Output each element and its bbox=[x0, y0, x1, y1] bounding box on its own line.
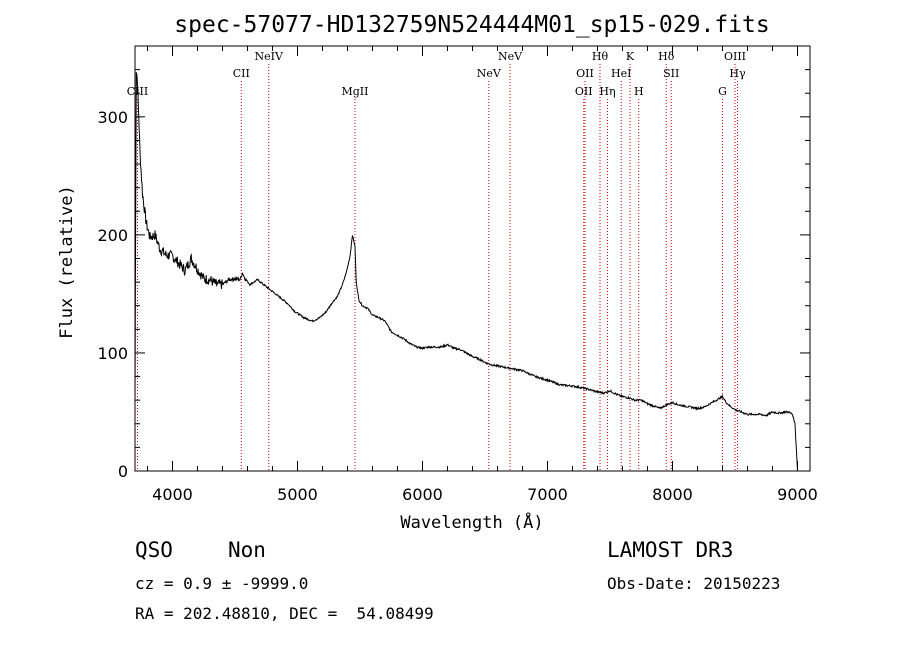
emission-line-label: K bbox=[626, 50, 635, 63]
emission-line-label: H bbox=[634, 85, 644, 98]
x-tick-label: 4000 bbox=[152, 485, 193, 504]
coordinates-readout: RA = 202.48810, DEC = 54.08499 bbox=[135, 604, 434, 623]
emission-line-label: OIII bbox=[724, 50, 746, 63]
emission-line-label: Hθ bbox=[592, 50, 609, 63]
emission-line-label: OII bbox=[576, 67, 594, 80]
emission-line-markers bbox=[137, 64, 738, 471]
emission-line-label: MgII bbox=[342, 85, 369, 98]
emission-line-label: Hδ bbox=[658, 50, 675, 63]
emission-line-labels: CIIICIINeIVMgIINeVNeVOIIOIIHθHηHeIKHHδSI… bbox=[127, 50, 746, 98]
x-tick-label: 8000 bbox=[652, 485, 693, 504]
x-axis-label: Wavelength (Å) bbox=[400, 511, 543, 533]
y-tick-label: 300 bbox=[97, 108, 128, 127]
emission-line-label: NeV bbox=[498, 50, 523, 63]
x-tick-label: 7000 bbox=[527, 485, 568, 504]
observation-date: Obs-Date: 20150223 bbox=[607, 574, 781, 593]
survey-name: LAMOST DR3 bbox=[607, 538, 734, 562]
emission-line-label: OII bbox=[575, 85, 593, 98]
emission-line-label: Hγ bbox=[729, 67, 746, 80]
emission-line-label: NeIV bbox=[255, 50, 284, 63]
chart-title: spec-57077-HD132759N524444M01_sp15-029.f… bbox=[174, 12, 769, 38]
object-subclass: Non bbox=[228, 538, 266, 562]
object-class: QSO bbox=[135, 538, 173, 562]
y-tick-label: 100 bbox=[97, 344, 128, 363]
y-axis-ticks: 0 100 200 300 bbox=[97, 69, 810, 481]
emission-line-label: CII bbox=[233, 67, 250, 80]
emission-line-label: Hη bbox=[599, 85, 615, 98]
spectrum-line bbox=[134, 72, 798, 472]
emission-line-label: HeI bbox=[611, 67, 631, 80]
emission-line-label: SII bbox=[663, 67, 679, 80]
y-axis-label: Flux (relative) bbox=[57, 185, 77, 339]
x-tick-label: 9000 bbox=[777, 485, 818, 504]
emission-line-label: G bbox=[718, 85, 727, 98]
y-tick-label: 200 bbox=[97, 226, 128, 245]
y-tick-label: 0 bbox=[118, 462, 128, 481]
redshift-readout: cz = 0.9 ± -9999.0 bbox=[135, 574, 309, 593]
plot-frame bbox=[134, 45, 811, 472]
x-axis-ticks: 4000 5000 6000 7000 8000 9000 bbox=[147, 46, 818, 504]
x-tick-label: 6000 bbox=[402, 485, 443, 504]
emission-line-label: NeV bbox=[477, 67, 502, 80]
x-tick-label: 5000 bbox=[277, 485, 318, 504]
